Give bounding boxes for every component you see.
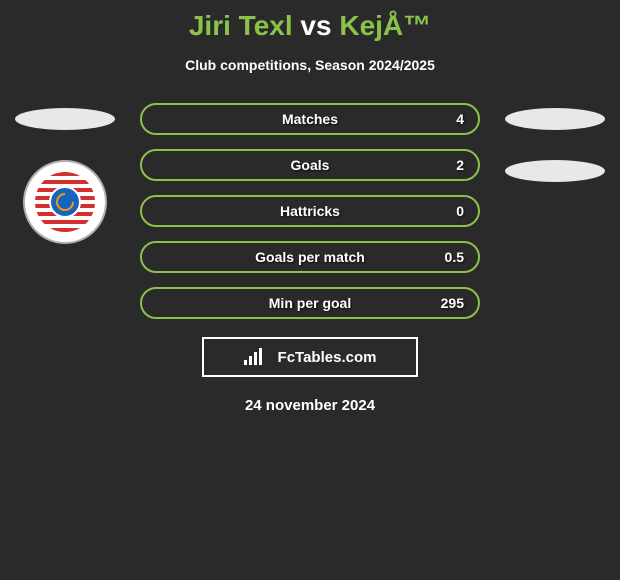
stat-row-min-per-goal: . Min per goal 295: [140, 287, 480, 319]
avatar-placeholder-right-2: [505, 160, 605, 182]
stat-label: Min per goal: [269, 295, 351, 311]
stat-label: Hattricks: [280, 203, 340, 219]
content-row: . Matches 4 . Goals 2 . Hattricks 0 . Go…: [0, 103, 620, 319]
avatar-placeholder-left: [15, 108, 115, 130]
page-title: Jiri Texl vs KejÅ™: [189, 10, 431, 42]
footer-logo-text: FcTables.com: [278, 349, 377, 366]
stat-value: 4: [456, 111, 464, 127]
stat-label: Goals: [291, 157, 330, 173]
stat-row-goals-per-match: . Goals per match 0.5: [140, 241, 480, 273]
main-container: Jiri Texl vs KejÅ™ Club competitions, Se…: [0, 0, 620, 414]
chart-icon: [244, 347, 272, 367]
stat-row-hattricks: . Hattricks 0: [140, 195, 480, 227]
subtitle: Club competitions, Season 2024/2025: [185, 57, 435, 73]
stat-value: 2: [456, 157, 464, 173]
stat-label: Matches: [282, 111, 338, 127]
club-badge-swirl-icon: [52, 189, 77, 214]
club-badge-center: [49, 186, 81, 218]
stat-row-goals: . Goals 2: [140, 149, 480, 181]
footer-date: 24 november 2024: [245, 397, 375, 414]
footer-logo[interactable]: FcTables.com: [202, 337, 418, 377]
right-column: [500, 103, 610, 319]
club-badge-stripes: [35, 172, 95, 232]
stats-column: . Matches 4 . Goals 2 . Hattricks 0 . Go…: [140, 103, 480, 319]
stat-value: 0: [456, 203, 464, 219]
avatar-placeholder-right-1: [505, 108, 605, 130]
stat-label: Goals per match: [255, 249, 365, 265]
stat-value: 295: [441, 295, 464, 311]
title-vs: vs: [300, 10, 331, 41]
left-column: [10, 103, 120, 319]
title-player2: KejÅ™: [339, 10, 431, 41]
title-player1: Jiri Texl: [189, 10, 293, 41]
stat-row-matches: . Matches 4: [140, 103, 480, 135]
stat-value: 0.5: [445, 249, 464, 265]
club-badge-icon: [23, 160, 107, 244]
